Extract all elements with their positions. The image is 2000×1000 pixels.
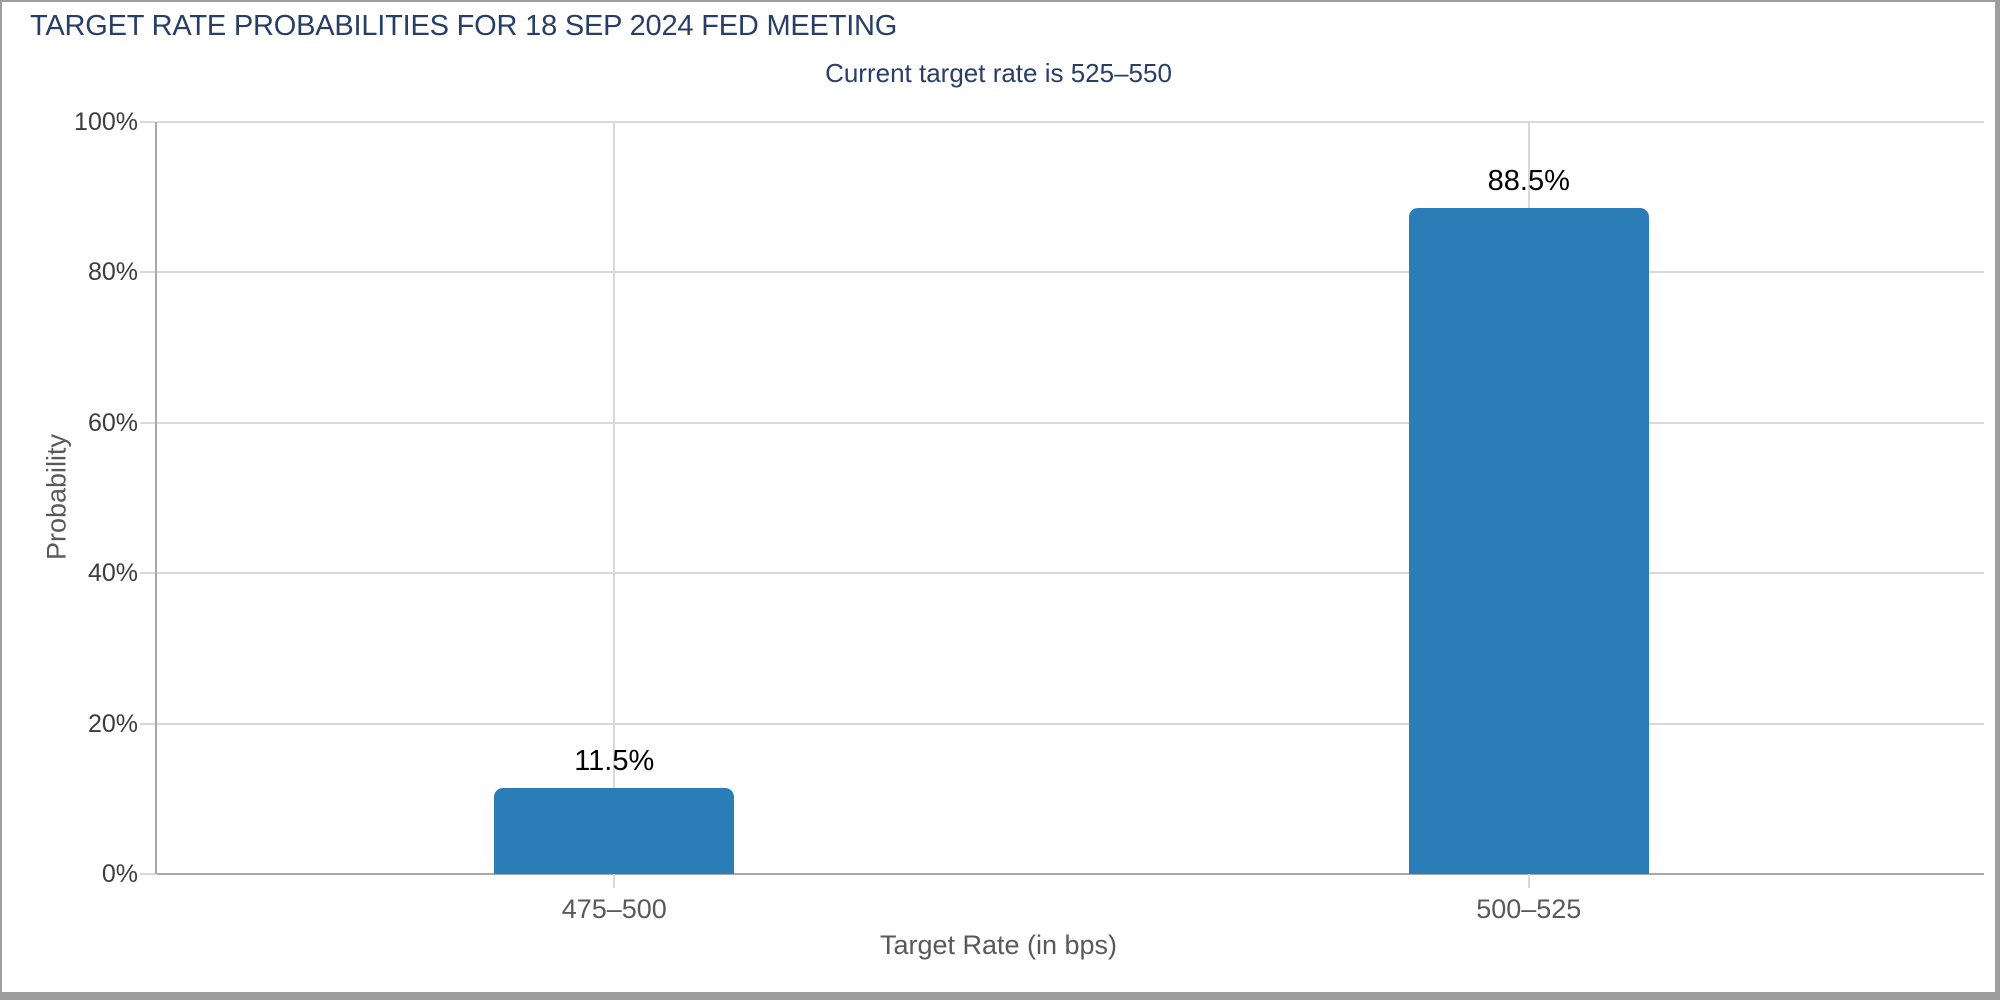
y-tick — [140, 873, 155, 875]
y-gridline — [157, 271, 1984, 274]
chart-subtitle: Current target rate is 525–550 — [825, 58, 1172, 88]
y-gridline — [157, 722, 1984, 725]
x-tick — [1527, 874, 1530, 888]
y-tick-label: 60% — [87, 408, 138, 437]
y-tick — [140, 572, 155, 575]
y-tick — [140, 121, 155, 123]
bar-475–500 — [494, 787, 735, 874]
y-tick-label: 80% — [87, 258, 138, 287]
y-tick — [140, 421, 155, 424]
y-tick-label: 20% — [87, 709, 138, 738]
y-tick-label: 40% — [87, 559, 138, 588]
category-label: 500–525 — [1476, 894, 1582, 924]
bar-500–525 — [1408, 208, 1649, 874]
y-gridline — [157, 421, 1984, 424]
y-tick-label: 0% — [101, 860, 138, 888]
x-axis-line — [157, 873, 1984, 875]
category-label: 475–500 — [561, 894, 667, 924]
bar-value-label: 88.5% — [1487, 165, 1570, 198]
y-gridline — [157, 572, 1984, 575]
category-gridline — [613, 122, 616, 874]
y-tick — [140, 722, 155, 725]
y-tick-label: 100% — [74, 108, 138, 136]
plot-area: 0% 20% 40% 60% 80% 100% 11.5% 475–500 88.5% 500–5… — [74, 108, 1984, 924]
bar-value-label: 11.5% — [574, 744, 655, 777]
y-gridline — [157, 121, 1984, 123]
chart-title: TARGET RATE PROBABILITIES FOR 18 SEP 202… — [30, 10, 898, 42]
x-tick — [613, 874, 616, 888]
x-axis-title: Target Rate (in bps) — [879, 930, 1118, 960]
y-axis-title: Probability — [41, 433, 72, 561]
y-tick — [140, 271, 155, 274]
